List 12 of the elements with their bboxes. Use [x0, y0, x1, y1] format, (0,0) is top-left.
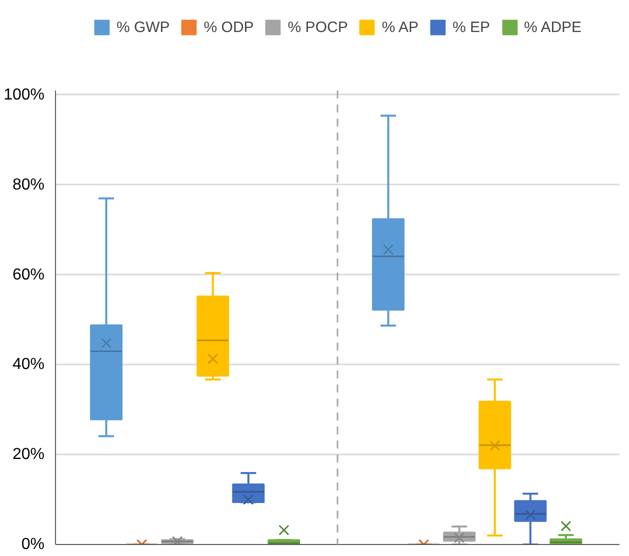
y-tick-label: 80% [12, 176, 45, 194]
y-tick-label: 40% [12, 356, 45, 374]
legend-label: % ODP [204, 18, 254, 36]
legend-label: % ADPE [524, 18, 582, 36]
y-tick-label: 20% [12, 446, 45, 464]
legend-label: % EP [452, 18, 490, 36]
y-tick-label: 60% [12, 266, 45, 284]
legend-label: % POCP [288, 18, 348, 36]
legend-label: % GWP [116, 18, 170, 36]
legend-label: % AP [382, 18, 419, 36]
y-tick-label: 0% [21, 536, 44, 553]
y-tick-label: 100% [4, 86, 44, 104]
